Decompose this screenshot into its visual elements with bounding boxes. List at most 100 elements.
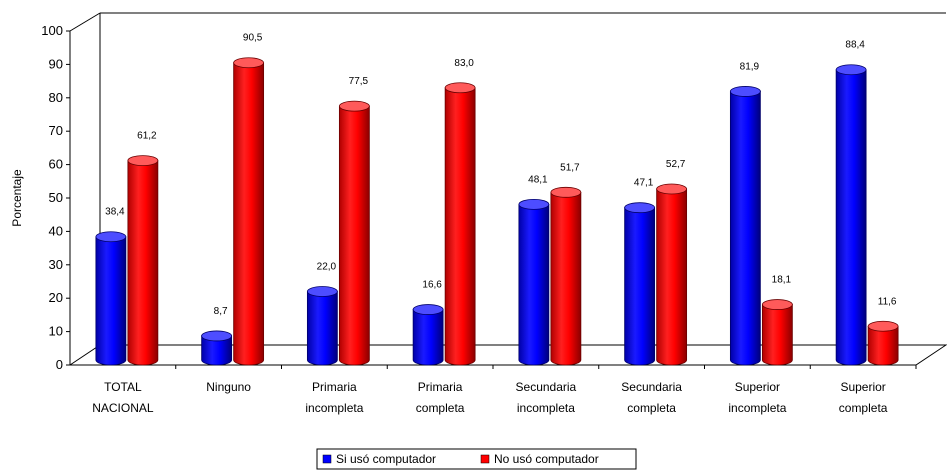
bar-cap — [867, 320, 899, 332]
bar — [656, 183, 688, 366]
bar — [444, 82, 476, 366]
bar-body — [412, 309, 444, 366]
y-tick-label: 90 — [49, 56, 63, 71]
x-tick-label: NACIONAL — [92, 401, 154, 415]
x-tick-label: Secundaria — [621, 380, 682, 394]
y-tick-label: 30 — [49, 257, 63, 272]
legend-swatch-series-1 — [322, 454, 332, 464]
x-tick-label: completa — [416, 401, 465, 415]
data-label: 90,5 — [243, 33, 263, 44]
legend-swatch-series-2 — [480, 454, 490, 464]
x-tick-label: incompleta — [517, 401, 575, 415]
bar-cap — [444, 82, 476, 94]
bar-body — [233, 62, 265, 366]
bar — [761, 299, 793, 366]
data-label: 61,2 — [137, 131, 157, 142]
y-tick-label: 10 — [49, 324, 63, 339]
y-tick-label: 60 — [49, 157, 63, 172]
bar-body — [338, 105, 370, 366]
legend-box — [316, 448, 637, 470]
data-label: 16,6 — [422, 280, 442, 291]
data-label: 47,1 — [634, 178, 654, 189]
y-tick-label: 40 — [49, 223, 63, 238]
data-label: 11,6 — [878, 296, 897, 307]
bar-body — [624, 207, 656, 366]
bar — [624, 202, 656, 366]
bar-series — [95, 57, 899, 366]
bar-cap — [306, 286, 338, 297]
bar — [127, 155, 159, 366]
legend: Si usó computador No usó computador — [316, 448, 637, 470]
data-label: 88,4 — [845, 40, 865, 51]
x-axis: TOTAL NACIONAL Ninguno Primaria incompleta Pr… — [92, 365, 917, 415]
bar-body — [444, 87, 476, 366]
bar-body — [761, 304, 793, 366]
y-tick-label: 20 — [49, 290, 63, 305]
data-labels: 38,4 61,2 8,7 90,5 22,0 77,5 16,6 83,0 48,1 51,7 4… — [105, 33, 897, 317]
y-tick-label: 70 — [49, 123, 63, 138]
data-label: 52,7 — [666, 159, 686, 170]
bar-cap — [518, 198, 550, 210]
bar-body — [550, 191, 582, 366]
bar-cap — [95, 231, 127, 243]
bar — [518, 198, 550, 366]
bar-body — [95, 236, 127, 366]
bar-body — [729, 91, 761, 366]
bar — [201, 330, 233, 366]
bar-body — [656, 188, 688, 366]
bar-cap — [761, 299, 793, 310]
legend-label-series-1: Si usó computador — [336, 452, 436, 466]
bar — [233, 57, 265, 366]
data-label: 8,7 — [214, 306, 228, 317]
x-tick-label: completa — [627, 401, 676, 415]
x-tick-label: Superior — [735, 380, 780, 394]
data-label: 18,1 — [772, 275, 792, 286]
data-label: 77,5 — [349, 76, 369, 87]
bar — [835, 64, 867, 366]
bar-cap — [233, 57, 265, 69]
bar-body — [201, 335, 233, 366]
data-label: 81,9 — [740, 61, 760, 72]
x-tick-label: completa — [839, 401, 888, 415]
plot-frame — [69, 12, 947, 366]
bar — [338, 100, 370, 366]
bar-cap — [127, 155, 159, 166]
y-tick-label: 80 — [49, 90, 63, 105]
bar-cap — [550, 186, 582, 198]
bar — [729, 86, 761, 366]
bar-cap — [624, 202, 656, 214]
bar — [306, 286, 338, 366]
bar — [412, 304, 444, 366]
x-tick-label: Secundaria — [516, 380, 577, 394]
x-tick-label: Primaria — [418, 380, 463, 394]
legend-label-series-2: No usó computador — [494, 452, 599, 466]
bar-cap — [729, 86, 761, 97]
x-tick-label: Superior — [840, 380, 885, 394]
data-label: 83,0 — [454, 58, 474, 69]
bar-cap — [412, 304, 444, 315]
bar-cap — [835, 64, 867, 76]
bar-body — [835, 69, 867, 366]
x-tick-label: incompleta — [728, 401, 786, 415]
bar-cap — [656, 183, 688, 195]
data-label: 38,4 — [105, 207, 125, 218]
x-tick-label: incompleta — [305, 401, 363, 415]
bar-body — [867, 325, 899, 366]
data-label: 51,7 — [560, 162, 580, 173]
bar — [550, 186, 582, 366]
bar-cap — [338, 100, 370, 112]
y-tick-label: 0 — [56, 357, 63, 372]
data-label: 22,0 — [317, 262, 337, 273]
bar — [867, 320, 899, 366]
bar-body — [127, 160, 159, 366]
bar — [95, 231, 127, 366]
x-tick-label: Primaria — [312, 380, 357, 394]
bar-body — [518, 203, 550, 366]
y-axis-title: Porcentaje — [10, 169, 24, 227]
y-axis: 0 10 20 30 40 50 60 70 80 90 100 — [41, 23, 70, 372]
x-tick-label: TOTAL — [104, 380, 142, 394]
x-tick-label: Ninguno — [206, 380, 251, 394]
left-axis-depth-top — [69, 12, 101, 32]
bar-cap — [201, 330, 233, 342]
